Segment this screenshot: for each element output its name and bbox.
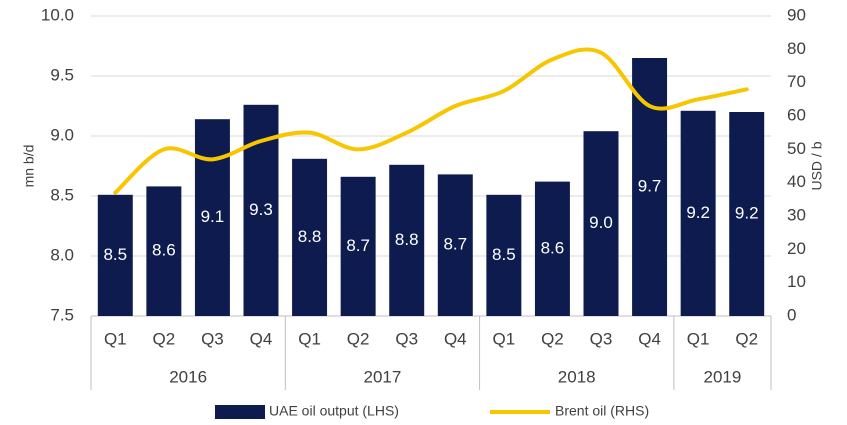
x-tick-label: Q1 [104,329,127,348]
bar [534,181,570,316]
x-tick-label: Q2 [347,329,370,348]
data-label: 9.1 [201,207,225,226]
y-tick-label: 8.0 [50,245,74,264]
y2-tick-label: 80 [787,39,806,58]
x-tick-label: Q3 [590,329,613,348]
y2-tick-label: 10 [787,272,806,291]
y2-tick-label: 70 [787,72,806,91]
bar [340,176,376,316]
y2-axis-label: USD / b [809,141,825,190]
bar [194,119,230,316]
data-label: 9.3 [249,200,273,219]
x-tick-label: Q4 [250,329,273,348]
group-label: 2016 [169,367,207,386]
data-label: 8.8 [395,230,419,249]
y-tick-label: 10.0 [41,5,74,24]
x-tick-label: Q3 [395,329,418,348]
data-label: 8.8 [298,227,322,246]
legend-swatch [215,405,265,419]
data-label: 8.6 [152,241,176,260]
data-label: 9.0 [589,213,613,232]
group-label: 2018 [558,367,596,386]
y2-tick-label: 50 [787,139,806,158]
x-tick-label: Q1 [298,329,321,348]
bar [486,194,522,316]
data-label: 8.7 [443,235,467,254]
y2-tick-label: 60 [787,105,806,124]
bar [680,110,716,316]
legend-label: Brent oil (RHS) [555,403,649,419]
y-tick-label: 9.0 [50,125,74,144]
y2-tick-label: 40 [787,172,806,191]
bar [292,158,328,316]
x-tick-label: Q3 [201,329,224,348]
x-tick-label: Q2 [735,329,758,348]
x-tick-label: Q2 [153,329,176,348]
data-label: 8.7 [346,236,370,255]
data-label: 9.2 [735,203,759,222]
x-tick-label: Q2 [541,329,564,348]
data-label: 9.2 [686,203,710,222]
data-label: 8.5 [492,245,516,264]
data-label: 8.6 [541,238,565,257]
x-tick-label: Q4 [638,329,661,348]
x-tick-label: Q1 [493,329,516,348]
bar [389,164,425,316]
bar [632,58,668,316]
y-axis-label: mn b/d [21,145,37,188]
bar [97,194,133,316]
line [113,47,749,195]
y-tick-label: 7.5 [50,305,74,324]
legend-label: UAE oil output (LHS) [269,403,399,419]
data-label: 9.7 [638,176,662,195]
bar [146,186,182,316]
data-label: 8.5 [103,245,127,264]
bar [583,131,619,316]
y2-tick-label: 90 [787,5,806,24]
y-tick-label: 9.5 [50,65,74,84]
x-tick-label: Q1 [687,329,710,348]
bar [729,112,765,316]
y2-tick-label: 20 [787,239,806,258]
y-tick-label: 8.5 [50,185,74,204]
bar [437,174,473,316]
y2-tick-label: 30 [787,205,806,224]
group-label: 2017 [364,367,402,386]
y2-tick-label: 0 [787,305,796,324]
x-tick-label: Q4 [444,329,467,348]
group-label: 2019 [704,367,742,386]
